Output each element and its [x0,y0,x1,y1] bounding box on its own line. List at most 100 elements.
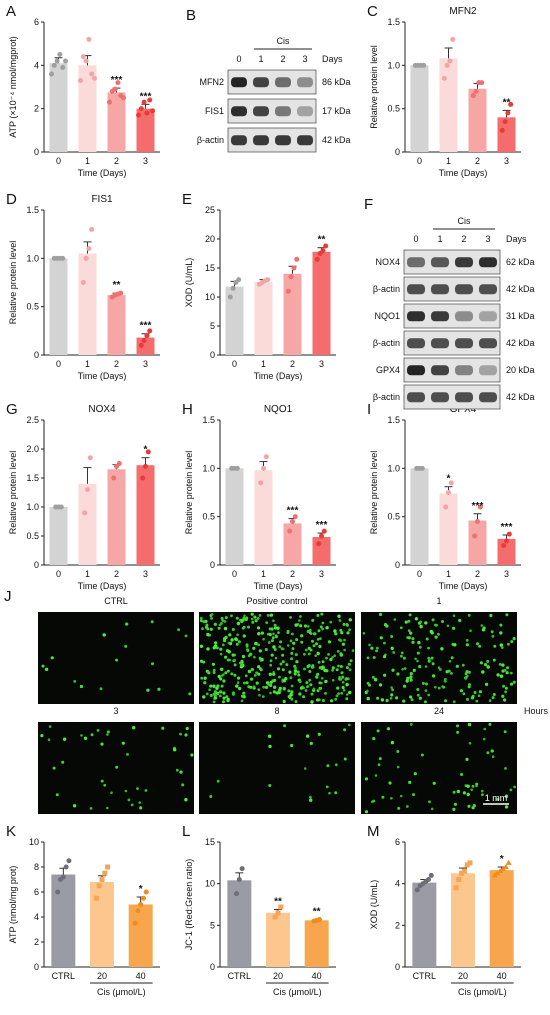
fluorescent-cell [157,687,161,691]
fluorescent-cell [329,620,333,624]
fluorescent-cell [226,658,230,662]
fluorescent-cell [343,757,347,761]
group-label: Cis (μmol/L) [273,987,322,997]
fluorescent-cell [276,667,281,671]
fluorescent-cell [409,723,413,726]
data-point [118,290,124,296]
fluorescent-cell [510,640,514,644]
fluorescent-cell [486,659,490,663]
fluorescent-cell [477,694,481,697]
fluorescent-cell [55,793,59,797]
fluorescent-cell [391,668,395,672]
fluorescent-cell [211,662,215,666]
x-tick-label: 3 [143,359,148,369]
y-axis-label: Relative protein level [369,45,379,129]
data-point [115,80,121,86]
bar-CTRL [227,880,252,967]
fluorescent-cell [504,767,507,770]
fluorescent-cell [397,806,401,810]
fluorescent-cell [492,658,496,662]
fluorescent-cell [209,694,213,697]
blot-band [407,311,425,322]
fluorescent-cell [471,784,475,788]
data-point [292,514,298,520]
fluorescent-cell [264,648,268,651]
fluorescent-cell [331,679,335,682]
protein-label: GPX4 [376,365,400,375]
fluorescent-cell [220,622,223,625]
fluorescent-cell [336,686,340,690]
fluorescent-cell [287,689,291,693]
fluorescent-cell [161,726,165,730]
fluorescent-cell [325,669,329,673]
data-point [60,874,66,880]
y-axis-label: XOD (U/mL) [369,880,379,930]
blot-band [455,284,473,295]
fluorescent-cell [292,641,296,645]
x-tick-label: 3 [504,569,509,579]
data-point [234,891,240,897]
fluorescent-cell [414,617,419,621]
data-point [448,480,454,486]
panel-label: C [367,3,378,20]
x-tick-label: CTRL [52,971,76,981]
significance-mark: *** [287,506,299,517]
fluorescent-cell [327,653,330,656]
data-point [82,510,88,516]
x-tick-label: 0 [56,156,61,166]
data-point [147,97,153,103]
y-tick-label: 10 [205,879,215,889]
fluorescent-cell [458,618,462,623]
blot-band [479,365,497,376]
fluorescent-cell [383,641,386,645]
data-point [501,543,507,549]
fluorescent-cell [421,681,425,685]
fluorescent-cell [253,655,256,659]
fluorescent-cell [184,733,188,737]
fluorescent-cell [390,686,393,689]
fluorescent-cell [242,625,246,629]
data-point [80,280,86,285]
data-point [261,465,266,471]
fluorescent-cell [273,685,277,690]
panel-label: A [6,3,16,20]
fluorescent-cell [264,685,269,690]
fluorescent-cell [295,660,299,664]
x-tick-label: 3 [143,569,148,579]
fluorescent-cell [393,618,397,621]
y-tick-label: 4 [34,912,39,922]
fluorescent-cell [212,684,216,688]
fluorescent-cell [503,730,507,734]
fluorescent-cell [318,644,322,649]
data-point [58,504,64,510]
data-point [92,75,97,81]
fluorescent-cell [256,617,260,620]
y-tick-label: 0 [395,560,400,570]
fluorescent-cell [441,685,444,688]
x-axis-label: Time (Days) [254,581,303,591]
fluorescent-cell [424,665,428,668]
fluorescent-cell [336,649,340,653]
fluorescent-cell [240,699,244,703]
data-point [500,866,507,872]
fluorescent-cell [366,681,370,685]
fluorescent-cell [321,627,324,631]
fluorescent-cell [99,687,103,691]
data-point [138,902,144,907]
fluorescent-cell [467,685,471,689]
data-point [80,54,86,60]
fluorescent-cell [391,688,394,692]
fluorescent-cell [341,642,345,646]
fluorescent-cell [444,699,448,703]
fluorescent-cell [486,665,490,669]
data-point [234,465,240,471]
protein-label: NOX4 [375,257,400,267]
y-tick-label: 6 [34,17,39,27]
data-point [506,531,512,537]
data-point [132,920,138,926]
fluorescent-cell [496,673,500,677]
bar-CTRL [412,882,437,967]
y-tick-label: 25 [205,205,215,215]
fluorescent-cell [205,692,209,696]
bar-20 [266,912,290,967]
